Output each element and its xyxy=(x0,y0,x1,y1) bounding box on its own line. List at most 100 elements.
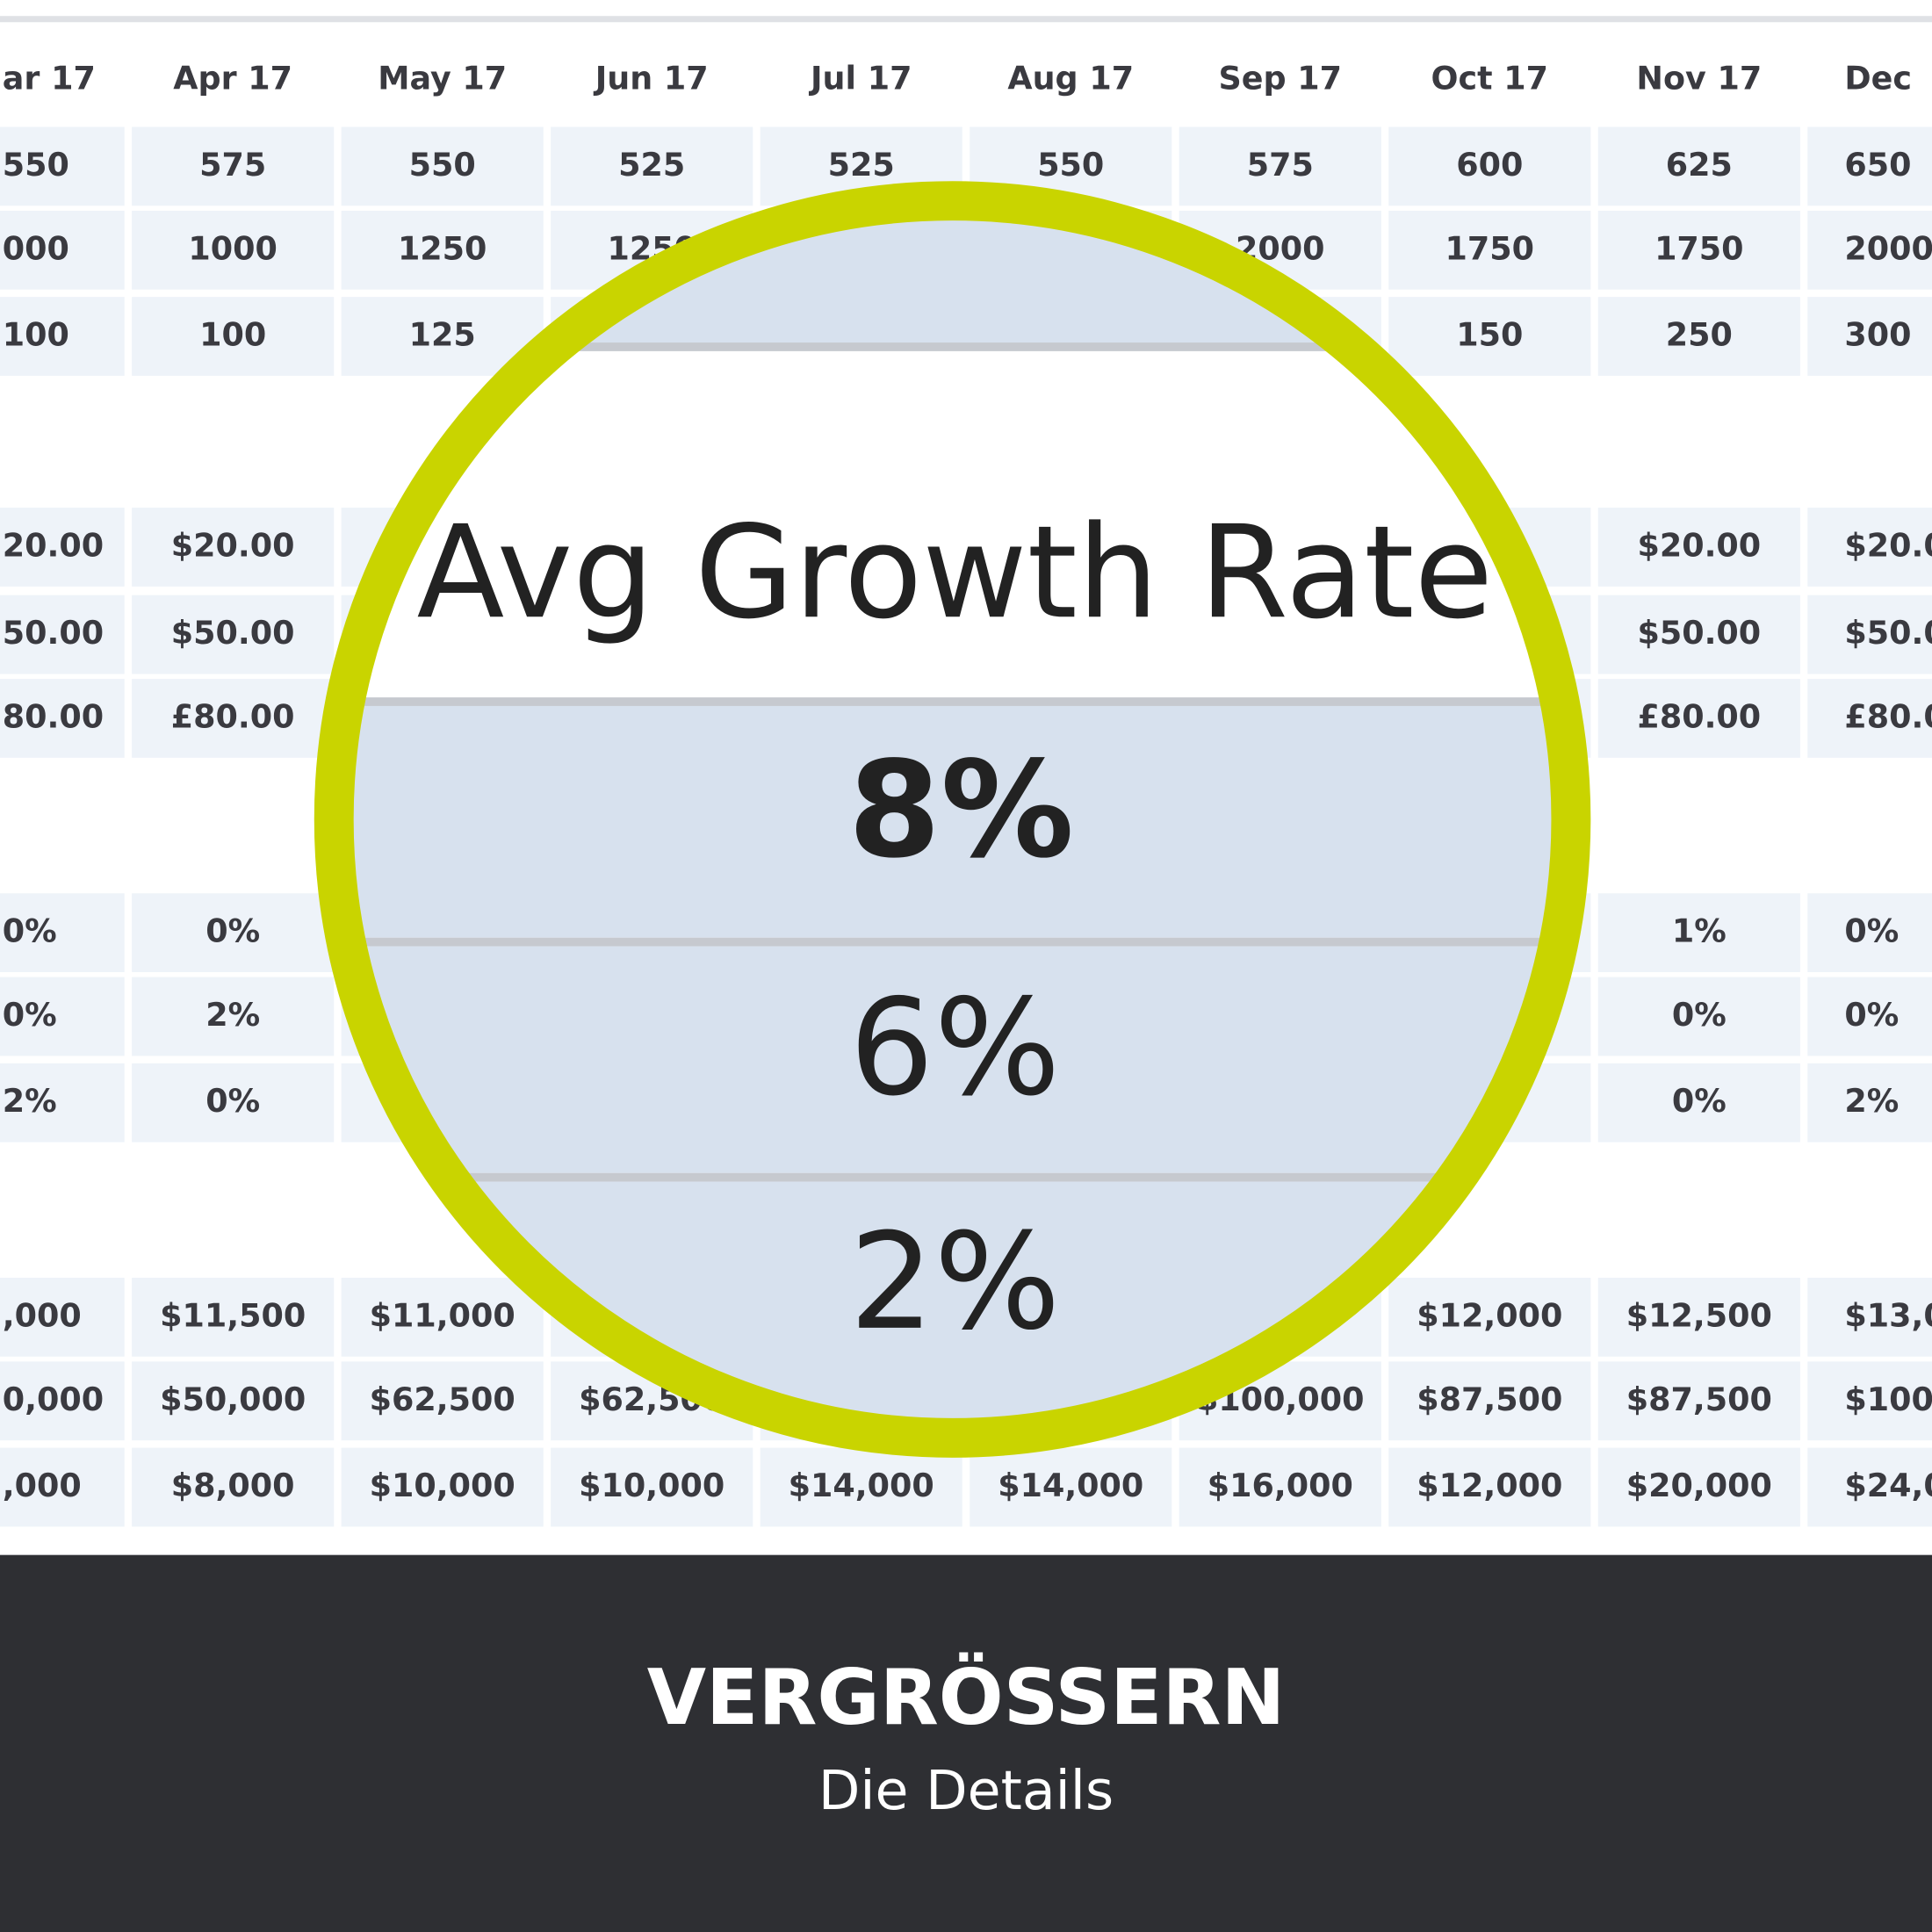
cell-text: 300 xyxy=(1844,316,1911,354)
cell-text: $100,0 xyxy=(1844,1381,1932,1418)
cell xyxy=(1807,679,1932,758)
cell-text: 100 xyxy=(199,316,266,354)
cell-text: 0% xyxy=(1844,996,1899,1034)
cell-text: $16,000 xyxy=(1208,1467,1353,1504)
cell xyxy=(132,977,335,1056)
cell-text: 250 xyxy=(1666,316,1733,354)
cell-text: $12,000 xyxy=(1417,1467,1562,1504)
cell xyxy=(1179,126,1381,206)
lens-title: Avg Growth Rate xyxy=(417,499,1494,647)
cell-text: $10,000 xyxy=(579,1467,724,1504)
cell-text: $10,000 xyxy=(370,1467,515,1504)
cell xyxy=(1597,210,1800,290)
cell xyxy=(1807,210,1932,290)
cell-text: 2% xyxy=(1844,1082,1899,1120)
cell-text: 1250 xyxy=(398,229,487,267)
cell-text: 575 xyxy=(199,146,266,184)
cell xyxy=(0,679,125,758)
cell xyxy=(1597,1361,1800,1441)
cell-text: 575 xyxy=(1247,146,1314,184)
cell xyxy=(1388,297,1591,376)
cell xyxy=(132,1447,335,1527)
cell xyxy=(1807,1447,1932,1527)
cell xyxy=(1388,210,1591,290)
cell-text: 625 xyxy=(1666,146,1733,184)
cell xyxy=(1179,1447,1381,1527)
cell xyxy=(0,893,125,973)
cell-text: 0% xyxy=(3,996,57,1034)
lens-value: 8% xyxy=(848,732,1074,888)
cell xyxy=(1597,595,1800,674)
cell xyxy=(0,595,125,674)
lens-value: 6% xyxy=(849,970,1060,1125)
cell xyxy=(1807,126,1932,206)
lens-value: 2% xyxy=(849,1204,1060,1359)
cell xyxy=(132,297,335,376)
lens-band xyxy=(349,946,1557,1173)
cell-text: £80.0 xyxy=(1844,697,1932,735)
cell-text: 0% xyxy=(205,912,260,950)
cell-text: $20,000 xyxy=(1626,1467,1772,1504)
cell xyxy=(341,126,544,206)
lens-divider xyxy=(349,1172,1557,1182)
cell xyxy=(1597,679,1800,758)
cell-text: 150 xyxy=(1456,316,1523,354)
cell-text: 0% xyxy=(1672,1082,1727,1120)
cell xyxy=(1597,297,1800,376)
cell-text: $50.0 xyxy=(1844,614,1932,652)
column-header: Aug 17 xyxy=(1007,60,1134,97)
cell-text: $11,500 xyxy=(160,1296,306,1334)
cell xyxy=(341,1277,544,1357)
cell xyxy=(1388,1447,1591,1527)
cell-text: £80.00 xyxy=(1637,697,1761,735)
cell xyxy=(551,1447,753,1527)
cell-text: $50.00 xyxy=(171,614,295,652)
cell-text: $87,500 xyxy=(1626,1381,1772,1418)
cell-text: $20.00 xyxy=(1637,526,1761,564)
lens-divider xyxy=(349,342,1557,351)
cell-text: $14,000 xyxy=(998,1467,1143,1504)
cell xyxy=(1597,977,1800,1056)
cell-text: 000 xyxy=(3,229,69,267)
cell xyxy=(0,508,125,587)
cell-text: $13,0 xyxy=(1844,1296,1932,1334)
cell xyxy=(1597,508,1800,587)
column-header: ar 17 xyxy=(3,60,96,97)
column-header: Oct 17 xyxy=(1431,60,1548,97)
cell xyxy=(132,508,335,587)
cell xyxy=(970,1447,1172,1527)
cell xyxy=(1597,126,1800,206)
cell-text: 1750 xyxy=(1445,229,1535,267)
cell-text: $11,000 xyxy=(370,1296,515,1334)
cell-text: 1% xyxy=(1672,912,1727,950)
cell xyxy=(760,1447,962,1527)
cell xyxy=(1807,1361,1932,1441)
cell xyxy=(132,893,335,973)
top-rule xyxy=(0,16,1932,23)
cell xyxy=(341,1447,544,1527)
cell-text: 20.00 xyxy=(3,526,104,564)
cell xyxy=(0,977,125,1056)
cell-text: 550 xyxy=(409,146,476,184)
cell xyxy=(1807,1063,1932,1143)
cell xyxy=(0,297,125,376)
column-header: Jun 17 xyxy=(593,60,709,97)
cell xyxy=(1597,1277,1800,1357)
cell-text: 0% xyxy=(3,912,57,950)
banner xyxy=(0,1554,1932,1932)
cell xyxy=(1597,1063,1800,1143)
cell-text: 80.00 xyxy=(3,697,104,735)
cell-text: $20.00 xyxy=(171,526,295,564)
cell-text: 650 xyxy=(1844,146,1911,184)
cell xyxy=(1807,1277,1932,1357)
cell-text: 1000 xyxy=(188,229,278,267)
cell-text: $87,500 xyxy=(1417,1381,1562,1418)
banner-subtitle: Die Details xyxy=(818,1759,1114,1822)
cell-text: ,000 xyxy=(3,1467,82,1504)
cell xyxy=(0,126,125,206)
cell-text: $62,500 xyxy=(370,1381,515,1418)
cell xyxy=(1388,126,1591,206)
cell-text: 550 xyxy=(1037,146,1104,184)
